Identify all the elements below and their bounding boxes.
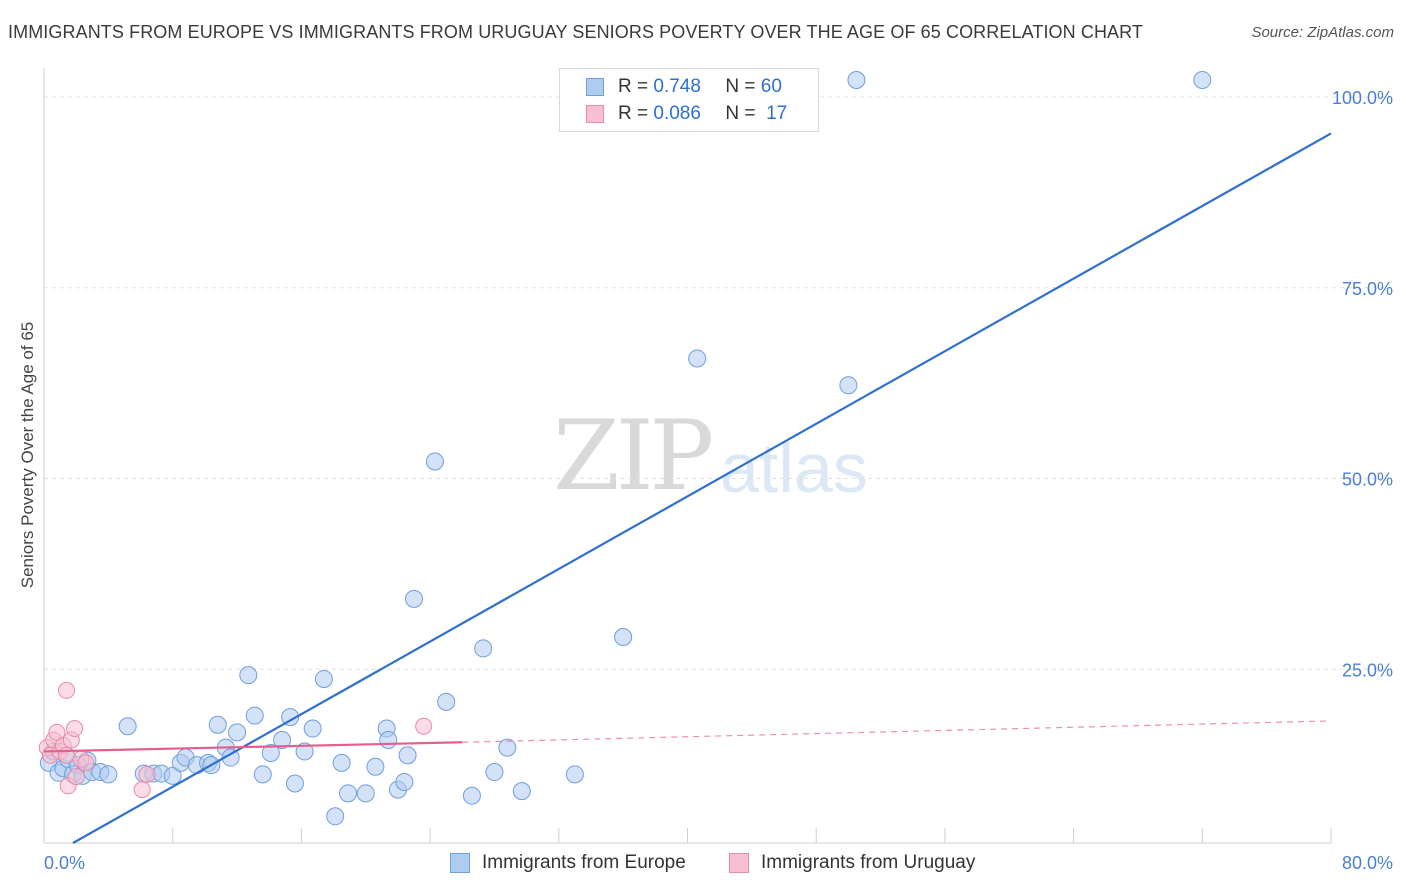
grid-lines	[44, 96, 1391, 670]
uruguay-trend-line	[43, 741, 463, 753]
legend-swatch-europe	[450, 853, 470, 873]
uruguay-point	[133, 781, 151, 799]
europe-point	[303, 719, 322, 738]
europe-point	[356, 784, 375, 803]
r-value: 0.086	[653, 103, 701, 124]
europe-point	[485, 763, 504, 782]
uruguay-point	[58, 746, 76, 764]
europe-point	[253, 765, 272, 784]
r-value: 0.748	[653, 76, 701, 97]
n-value: 17	[766, 103, 788, 124]
legend-label-uruguay: Immigrants from Uruguay	[761, 852, 976, 873]
europe-point	[379, 730, 398, 749]
europe-point	[326, 807, 345, 826]
y-tick-labels: 25.0% 50.0% 75.0% 100.0%	[1332, 88, 1393, 680]
europe-point	[228, 723, 247, 742]
europe-point	[221, 748, 240, 767]
uruguay-point	[58, 681, 76, 699]
x-tick-label: 0.0%	[44, 853, 85, 873]
europe-point	[565, 765, 584, 784]
r-label: R =	[618, 103, 649, 124]
watermark-atlas: atlas	[720, 429, 868, 507]
europe-point	[245, 706, 264, 725]
y-tick-label: 100.0%	[1332, 88, 1393, 108]
uruguay-trend-extension	[462, 720, 1332, 743]
n-label: N =	[725, 103, 756, 124]
x-tick-labels: 0.0% 80.0%	[44, 853, 1393, 873]
legend-item-uruguay[interactable]: Immigrants from Uruguay	[729, 852, 975, 874]
uruguay-point	[77, 754, 95, 772]
stats-row-europe: R = 0.748 N = 60	[586, 75, 782, 99]
europe-point	[688, 349, 707, 368]
legend-swatch-uruguay	[729, 853, 749, 873]
europe-point	[99, 765, 118, 784]
uruguay-points	[38, 681, 433, 799]
europe-point	[339, 784, 358, 803]
europe-points	[39, 71, 1212, 826]
europe-point	[281, 708, 300, 727]
uruguay-point	[138, 765, 156, 783]
europe-point	[398, 746, 417, 765]
europe-point	[405, 589, 424, 608]
r-label: R =	[618, 76, 649, 97]
legend: Immigrants from Europe Immigrants from U…	[0, 852, 1406, 878]
y-tick-label: 75.0%	[1342, 279, 1393, 299]
uruguay-point	[415, 717, 433, 735]
europe-point	[332, 753, 351, 772]
europe-point	[425, 452, 444, 471]
europe-point	[839, 376, 858, 395]
europe-point	[395, 772, 414, 791]
uruguay-swatch	[586, 105, 604, 123]
europe-point	[498, 738, 517, 757]
uruguay-point	[67, 768, 85, 786]
y-tick-label: 25.0%	[1342, 660, 1393, 680]
n-label: N =	[725, 76, 756, 97]
europe-point	[285, 774, 304, 793]
europe-point	[118, 717, 137, 736]
y-tick-label: 50.0%	[1342, 470, 1393, 490]
europe-point	[437, 692, 456, 711]
stats-box: R = 0.748 N = 60 R = 0.086 N = 17	[559, 68, 819, 132]
europe-point	[366, 757, 385, 776]
axes	[43, 68, 1332, 844]
europe-point	[239, 666, 258, 685]
watermark-zip: ZIP	[553, 400, 714, 512]
europe-point	[261, 743, 280, 762]
europe-point	[847, 71, 866, 89]
europe-point	[208, 715, 227, 734]
source-label: Source: ZipAtlas.com	[1251, 24, 1394, 41]
europe-point	[462, 786, 481, 805]
europe-point	[163, 766, 182, 785]
europe-swatch	[586, 78, 604, 96]
uruguay-point	[66, 720, 84, 738]
europe-point	[474, 639, 493, 658]
europe-point	[512, 782, 531, 801]
europe-point	[295, 742, 314, 761]
stats-row-uruguay: R = 0.086 N = 17	[586, 102, 787, 126]
legend-label-europe: Immigrants from Europe	[482, 852, 686, 873]
n-value: 60	[760, 76, 782, 97]
europe-trend-line	[72, 132, 1332, 844]
europe-point	[273, 730, 292, 749]
legend-item-europe[interactable]: Immigrants from Europe	[450, 852, 686, 874]
x-tick-label: 80.0%	[1342, 853, 1393, 873]
chart-title: IMMIGRANTS FROM EUROPE VS IMMIGRANTS FRO…	[8, 22, 1144, 42]
europe-point	[314, 669, 333, 688]
europe-point	[1193, 71, 1212, 89]
trend-lines	[43, 132, 1332, 844]
europe-point	[614, 627, 633, 646]
